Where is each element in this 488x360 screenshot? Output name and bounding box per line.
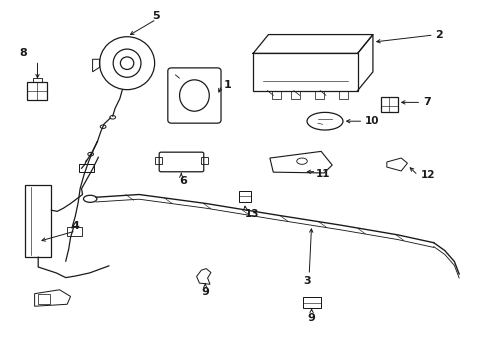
Bar — [39, 294, 50, 304]
Text: 3: 3 — [303, 276, 310, 286]
Bar — [67, 227, 81, 236]
Bar — [303, 297, 321, 308]
Text: 12: 12 — [420, 170, 434, 180]
Text: 5: 5 — [152, 11, 160, 21]
Bar — [253, 53, 357, 91]
Bar — [339, 91, 347, 99]
Text: 10: 10 — [365, 116, 379, 126]
Bar — [27, 82, 47, 100]
Text: 1: 1 — [223, 80, 231, 90]
Text: 7: 7 — [422, 98, 429, 107]
Bar — [315, 91, 324, 99]
Bar — [272, 91, 280, 99]
Text: 4: 4 — [72, 221, 80, 231]
Bar — [238, 190, 250, 202]
Bar — [201, 157, 208, 164]
Bar — [380, 96, 397, 112]
Text: 9: 9 — [307, 313, 315, 323]
Text: 6: 6 — [179, 176, 187, 186]
Bar — [25, 185, 51, 257]
Text: 11: 11 — [315, 169, 329, 179]
Text: 9: 9 — [201, 287, 209, 297]
Text: 13: 13 — [244, 210, 259, 220]
Bar — [79, 164, 93, 172]
Text: 8: 8 — [19, 48, 27, 58]
Text: 2: 2 — [434, 30, 442, 40]
Bar — [291, 91, 300, 99]
Bar — [155, 157, 162, 164]
